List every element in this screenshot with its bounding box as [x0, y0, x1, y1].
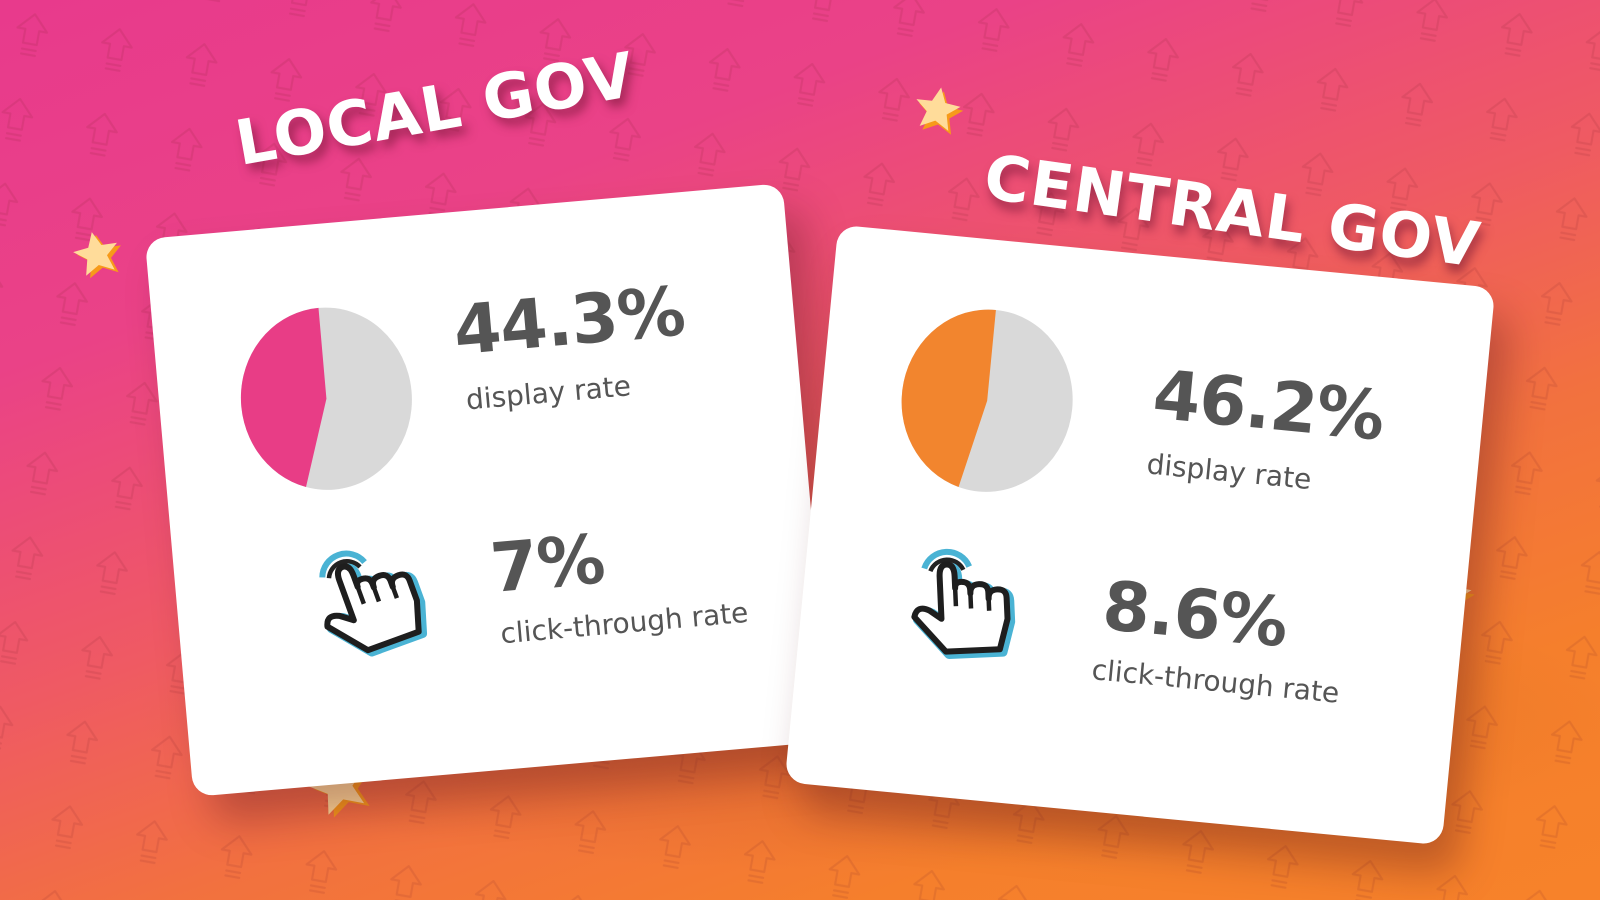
click-through-rate-value: 7%: [487, 520, 608, 609]
pointer-hand-icon: [319, 550, 428, 657]
star-icon: [916, 87, 964, 135]
local-gov-heading: LOCAL GOV: [230, 37, 641, 180]
click-through-rate-value: 8.6%: [1099, 566, 1291, 664]
display-rate-label: display rate: [1145, 447, 1313, 497]
pointer-hand-icon: [911, 548, 1016, 660]
central-gov-card: 46.2% display rate 8.6% click-through ra…: [784, 224, 1496, 846]
pie-chart-icon: [240, 307, 412, 490]
local-gov-card: 44.3% display rate 7% click-through rate: [144, 183, 832, 797]
click-through-rate-label: click-through rate: [1090, 653, 1341, 710]
display-rate-value: 46.2%: [1149, 355, 1388, 457]
star-icon: [73, 232, 121, 279]
display-rate-label: display rate: [464, 369, 633, 417]
display-rate-value: 44.3%: [450, 272, 688, 372]
pie-chart-icon: [901, 309, 1073, 492]
